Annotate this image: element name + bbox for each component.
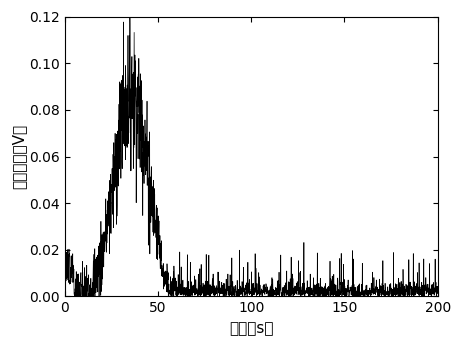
Y-axis label: 氦电信号（V）: 氦电信号（V） [11, 124, 26, 189]
X-axis label: 时间（s）: 时间（s） [229, 321, 274, 336]
